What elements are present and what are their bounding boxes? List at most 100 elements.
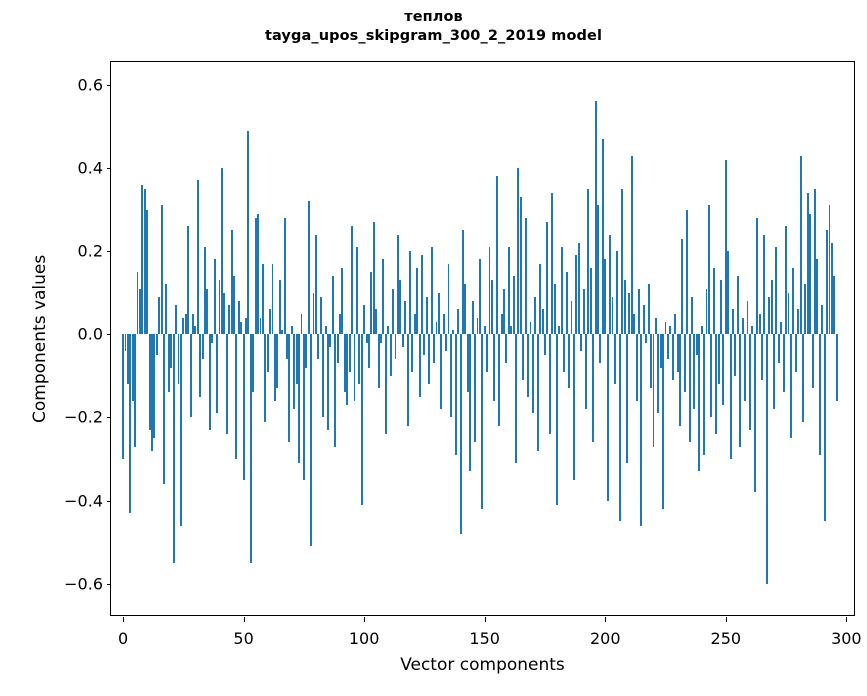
- bar: [599, 334, 602, 364]
- bar: [462, 230, 464, 335]
- bar: [319, 296, 322, 335]
- bar: [469, 334, 472, 472]
- bar: [751, 325, 754, 335]
- bar: [570, 301, 573, 335]
- bar: [727, 251, 730, 335]
- bar: [763, 234, 766, 335]
- bar: [151, 334, 153, 451]
- bar: [421, 255, 423, 335]
- bar: [459, 334, 462, 534]
- bar: [401, 334, 404, 347]
- chart-title-line2: tayga_upos_skipgram_300_2_2019 model: [264, 28, 603, 44]
- bar: [218, 280, 221, 335]
- bar: [179, 334, 182, 526]
- bar: [809, 213, 812, 335]
- bar: [428, 334, 431, 385]
- bar: [835, 334, 838, 401]
- bar: [358, 334, 361, 385]
- bar: [298, 334, 301, 464]
- bar: [131, 334, 134, 401]
- bar: [804, 284, 807, 335]
- bar: [153, 334, 156, 439]
- y-tick-mark: [106, 168, 111, 169]
- bar: [384, 334, 387, 435]
- bar: [126, 334, 129, 385]
- bar: [447, 263, 450, 335]
- bar: [744, 334, 747, 401]
- x-tick-mark: [605, 617, 607, 622]
- chart-title-line1: теплов: [404, 9, 463, 25]
- bar: [416, 267, 419, 335]
- bar: [741, 317, 744, 335]
- bar: [363, 305, 366, 335]
- bar: [302, 334, 305, 480]
- bar: [510, 325, 513, 335]
- bar: [558, 325, 561, 335]
- bar: [488, 247, 491, 335]
- y-tick-mark: [106, 251, 111, 253]
- bar: [546, 222, 549, 335]
- bar: [780, 321, 783, 335]
- x-tick-mark: [123, 617, 125, 622]
- bar: [343, 334, 346, 393]
- bar: [442, 313, 445, 335]
- bar: [425, 296, 428, 335]
- bar: [493, 334, 496, 401]
- bar: [717, 334, 720, 385]
- bar: [336, 334, 339, 364]
- bar: [146, 209, 149, 335]
- bar: [715, 334, 718, 435]
- y-tick-mark: [106, 583, 111, 585]
- x-tick-mark: [243, 617, 245, 622]
- bar: [481, 334, 484, 509]
- bar: [604, 259, 607, 335]
- bar: [276, 334, 279, 389]
- bar: [165, 284, 168, 335]
- bar: [698, 334, 701, 472]
- bar: [524, 217, 527, 335]
- bar: [261, 263, 264, 335]
- bar: [339, 313, 341, 335]
- bar: [454, 334, 457, 455]
- bar: [575, 255, 578, 335]
- y-tick-mark: [106, 417, 111, 419]
- bar: [640, 334, 643, 526]
- bar: [823, 334, 826, 522]
- bar: [322, 334, 325, 418]
- bar: [380, 334, 382, 343]
- bar: [613, 334, 616, 385]
- y-tick-label: 0.6: [77, 75, 103, 95]
- bar: [177, 334, 180, 385]
- bar: [703, 334, 706, 455]
- bar: [184, 313, 187, 335]
- bar: [515, 334, 517, 464]
- bar: [252, 334, 255, 393]
- bar: [259, 317, 262, 335]
- bar: [288, 334, 291, 443]
- bar: [761, 334, 763, 381]
- y-tick-label: 0.4: [77, 158, 103, 178]
- bar: [720, 280, 722, 335]
- x-tick-label: 250: [710, 629, 742, 648]
- bar: [129, 334, 132, 514]
- bar: [136, 271, 139, 335]
- x-tick-label: 50: [233, 629, 254, 648]
- bar: [396, 234, 399, 335]
- bar: [271, 263, 274, 335]
- bar: [618, 334, 621, 522]
- bar: [235, 334, 238, 460]
- bar: [522, 334, 525, 381]
- bar: [232, 276, 235, 335]
- bar: [693, 334, 696, 410]
- bar: [621, 188, 624, 335]
- bar: [490, 280, 493, 335]
- bar: [404, 301, 407, 335]
- bar: [406, 334, 409, 426]
- bar: [674, 313, 677, 335]
- bar: [814, 188, 816, 335]
- bar: [664, 321, 667, 335]
- x-tick-mark: [725, 617, 727, 622]
- bar: [474, 334, 477, 443]
- bar: [486, 334, 489, 372]
- bar: [237, 301, 240, 335]
